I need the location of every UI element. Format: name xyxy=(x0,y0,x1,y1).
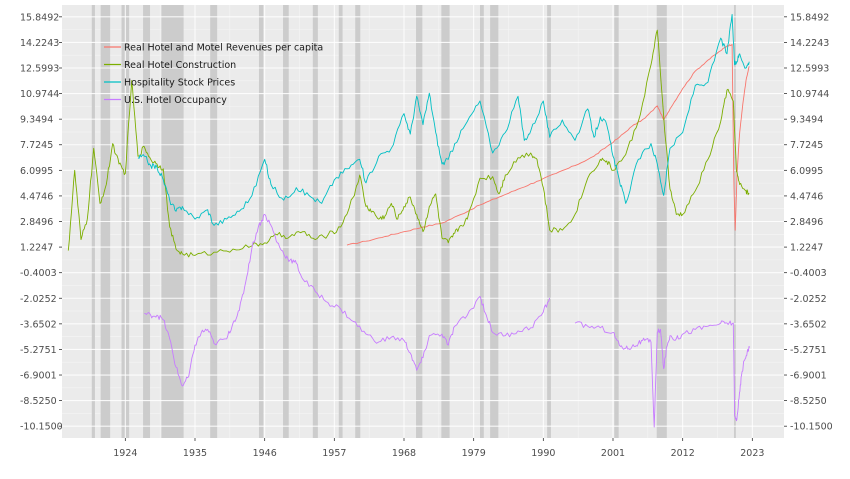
x-tick-label: 2023 xyxy=(740,448,764,459)
y-tick-label-right: 4.4746 xyxy=(790,191,823,202)
major-gridlines xyxy=(62,5,784,438)
y-tick-label-right: 15.8492 xyxy=(790,12,829,23)
series-line-u-s-hotel-occupancy xyxy=(144,213,551,387)
y-tick-label-left: 9.3494 xyxy=(20,115,53,126)
x-tick-label: 1957 xyxy=(322,448,346,459)
y-tick-label-left: -6.9001 xyxy=(20,371,57,382)
series-line-hospitality-stock-prices xyxy=(137,13,750,226)
y-tick-label-right: 6.0995 xyxy=(790,166,823,177)
y-tick-label-left: 15.8492 xyxy=(20,12,59,23)
y-tick-label-right: -2.0252 xyxy=(790,294,827,305)
y-tick-label-left: 7.7245 xyxy=(20,140,53,151)
y-tick-label-right: -6.9001 xyxy=(790,371,827,382)
y-tick-label-left: 10.9744 xyxy=(20,89,59,100)
y-tick-label-right: 14.2243 xyxy=(790,38,829,49)
x-tick-label: 2012 xyxy=(671,448,695,459)
y-tick-label-right: -0.4003 xyxy=(790,268,827,279)
legend-label: Hospitality Stock Prices xyxy=(124,78,235,89)
y-tick-label-right: 10.9744 xyxy=(790,89,829,100)
y-tick-label-right: -10.1500 xyxy=(790,422,833,433)
y-tick-label-left: -10.1500 xyxy=(20,422,63,433)
y-tick-label-right: -3.6502 xyxy=(790,319,827,330)
x-tick-label: 1946 xyxy=(253,448,277,459)
y-axis-right: 15.8492 14.2243 12.5993 10.9744 9.3494 7.7245… xyxy=(784,12,833,433)
y-tick-label-left: -0.4003 xyxy=(20,268,57,279)
x-tick-label: 2001 xyxy=(601,448,625,459)
y-tick-label-left: -8.5250 xyxy=(20,396,57,407)
x-tick-label: 1968 xyxy=(392,448,416,459)
y-tick-label-left: 12.5993 xyxy=(20,63,59,74)
legend-label: Real Hotel Construction xyxy=(124,60,236,71)
y-tick-label-right: 7.7245 xyxy=(790,140,823,151)
y-tick-label-right: 12.5993 xyxy=(790,63,829,74)
series-line-real-hotel-construction xyxy=(67,29,750,258)
x-tick-label: 1935 xyxy=(183,448,207,459)
y-tick-label-left: -3.6502 xyxy=(20,319,57,330)
x-axis: 1924 1935 1946 1957 1968 1979 1990 2001 2012 2023 xyxy=(113,438,764,459)
y-tick-label-left: 4.4746 xyxy=(20,191,53,202)
legend-label: U.S. Hotel Occupancy xyxy=(124,95,227,106)
x-tick-label: 1924 xyxy=(113,448,137,459)
series-lines xyxy=(67,13,751,428)
y-tick-label-left: 14.2243 xyxy=(20,38,59,49)
y-tick-label-left: 2.8496 xyxy=(20,217,53,228)
y-tick-label-left: 6.0995 xyxy=(20,166,53,177)
y-axis-left: 15.8492 14.2243 12.5993 10.9744 9.3494 7.7245… xyxy=(20,12,63,432)
legend-label: Real Hotel and Motel Revenues per capita xyxy=(124,43,323,54)
y-tick-label-right: -5.2751 xyxy=(790,345,827,356)
y-tick-label-left: 1.2247 xyxy=(20,243,53,254)
y-tick-label-right: -8.5250 xyxy=(790,396,827,407)
x-tick-label: 1979 xyxy=(462,448,486,459)
x-tick-label: 1990 xyxy=(531,448,555,459)
legend: Real Hotel and Motel Revenues per capita… xyxy=(104,43,323,106)
y-tick-label-right: 9.3494 xyxy=(790,115,823,126)
series-line-segment xyxy=(574,320,751,428)
y-tick-label-left: -5.2751 xyxy=(20,345,57,356)
y-tick-label-right: 2.8496 xyxy=(790,217,823,228)
y-tick-label-left: -2.0252 xyxy=(20,294,57,305)
y-tick-label-right: 1.2247 xyxy=(790,243,823,254)
